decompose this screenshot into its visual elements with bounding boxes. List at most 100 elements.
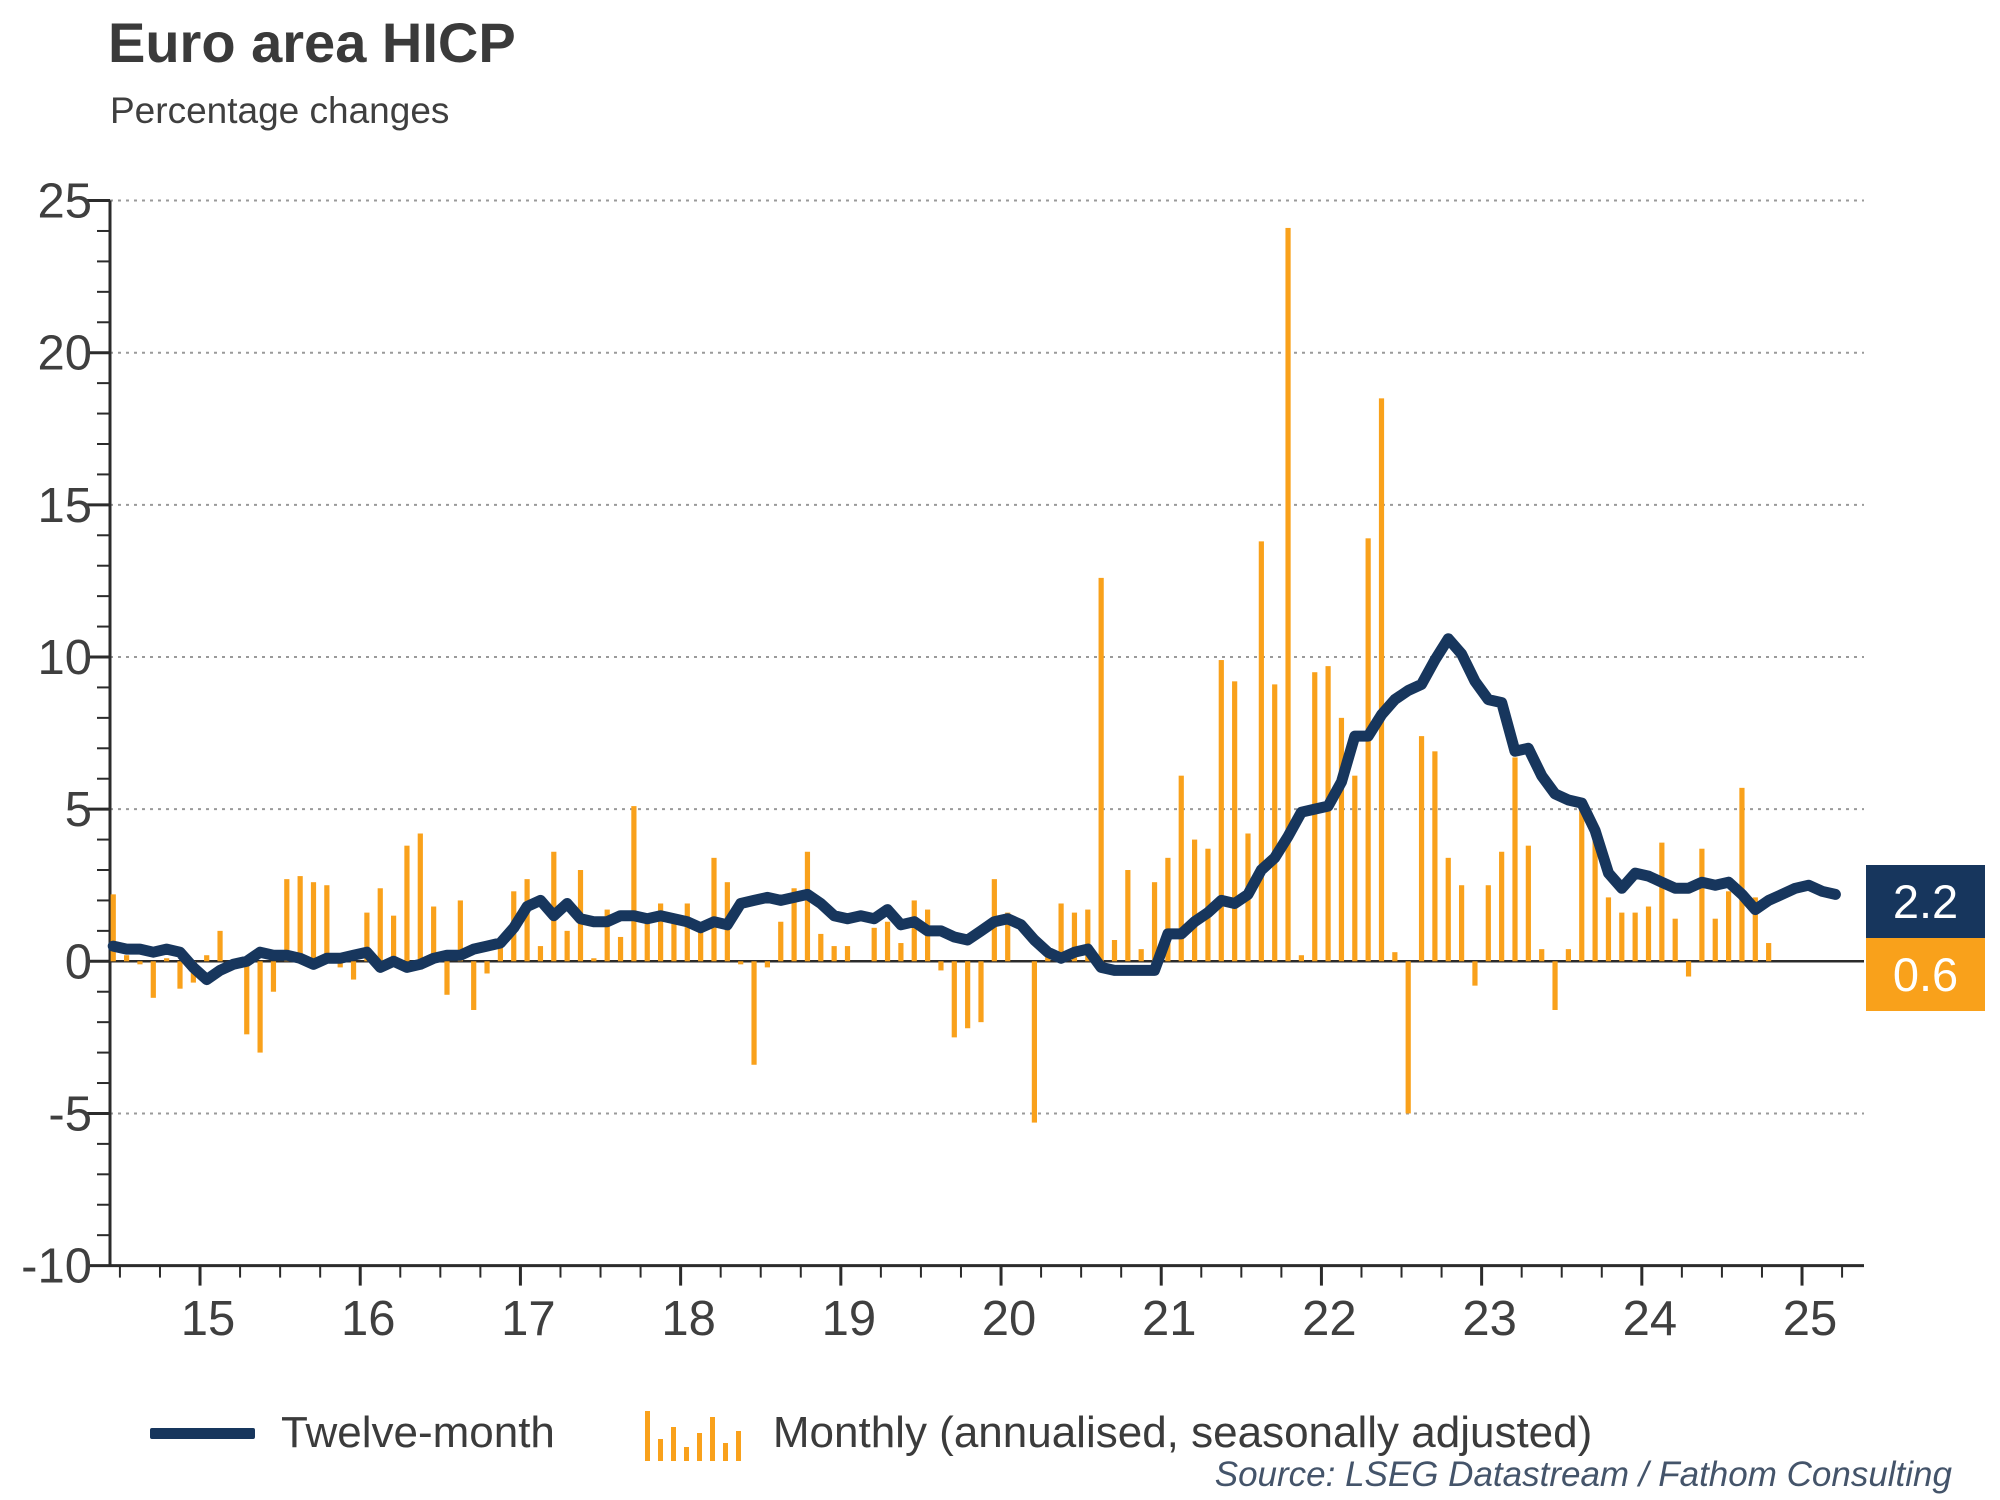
monthly-bar <box>1512 757 1518 962</box>
y-tick-label: 0 <box>65 935 92 989</box>
monthly-bar <box>844 946 851 962</box>
monthly-bar <box>1605 897 1612 962</box>
monthly-bar <box>644 921 650 962</box>
monthly-bar <box>1418 736 1425 962</box>
monthly-bar <box>1125 870 1131 962</box>
monthly-bar <box>324 885 330 962</box>
monthly-bar <box>204 955 210 962</box>
x-tick-label-18: 18 <box>661 1292 716 1346</box>
monthly-bar <box>1258 541 1264 962</box>
y-tick-label: -5 <box>48 1087 92 1141</box>
monthly-bar <box>310 882 317 962</box>
twelve-month-line <box>107 633 1841 986</box>
monthly-bar <box>1645 906 1652 962</box>
monthly-bar <box>1031 961 1037 1123</box>
monthly-bar <box>1499 851 1505 962</box>
y-tick-label: 15 <box>37 479 92 533</box>
gridlines <box>110 199 1864 1115</box>
monthly-bar <box>1218 660 1224 962</box>
monthly-bar <box>738 961 744 965</box>
monthly-bar <box>1632 912 1638 962</box>
monthly-bar <box>711 857 717 962</box>
monthly-bar <box>1392 952 1398 962</box>
monthly-bar <box>1525 845 1531 962</box>
chart-title: Euro area HICP <box>108 11 516 74</box>
y-tick-label: 10 <box>37 631 92 685</box>
y-tick-label: 25 <box>37 175 92 229</box>
twelve-month-line-icon <box>150 1427 255 1439</box>
chart-subtitle: Percentage changes <box>110 90 450 131</box>
monthly-bar <box>1232 681 1238 962</box>
monthly-bar <box>1285 227 1291 962</box>
monthly-bar <box>1098 577 1104 962</box>
monthly-bar <box>257 961 263 1053</box>
monthly-bar <box>1699 848 1705 962</box>
monthly-bar <box>1672 918 1678 962</box>
monthly-bar <box>270 961 277 992</box>
monthly-bar <box>1071 912 1078 962</box>
monthly-bar <box>364 912 370 962</box>
monthly-bar <box>684 903 690 962</box>
legend-monthly-label: Monthly (annualised, seasonally adjusted… <box>772 1408 1593 1457</box>
monthly-bar <box>457 900 463 962</box>
monthly-bar <box>1579 803 1585 962</box>
monthly-bar <box>431 906 437 962</box>
monthly-bar <box>444 961 450 995</box>
monthly-bar <box>658 903 664 962</box>
monthly-bar <box>1325 666 1331 962</box>
x-tick-label-24: 24 <box>1623 1292 1678 1346</box>
monthly-bar <box>1565 949 1571 962</box>
monthly-bar <box>617 936 624 962</box>
monthly-bar <box>137 961 143 965</box>
x-tick-label-22: 22 <box>1302 1292 1357 1346</box>
monthly-bar <box>1459 885 1465 962</box>
monthly-bar <box>1058 903 1064 962</box>
line-end-value-badge: 2.2 <box>1866 865 1985 938</box>
monthly-bar <box>391 915 397 962</box>
monthly-bar <box>497 939 503 962</box>
monthly-bar <box>1272 684 1278 962</box>
x-tick-label-19: 19 <box>822 1292 877 1346</box>
monthly-bar <box>898 943 904 962</box>
monthly-bar <box>564 930 570 962</box>
monthly-bar <box>631 806 637 962</box>
monthly-bar <box>764 961 770 968</box>
x-tick-label-16: 16 <box>341 1292 396 1346</box>
monthly-bar <box>604 909 610 962</box>
monthly-bar <box>1298 955 1304 962</box>
monthly-bar <box>124 955 130 962</box>
monthly-bar <box>404 845 410 962</box>
monthly-bar <box>818 933 824 962</box>
monthly-bar <box>484 961 490 974</box>
x-tick-label-23: 23 <box>1462 1292 1517 1346</box>
monthly-bar <box>1205 848 1211 962</box>
monthly-bar <box>1712 918 1718 962</box>
monthly-bar <box>110 894 116 962</box>
monthly-bar <box>1432 751 1438 962</box>
monthly-bar <box>978 961 984 1023</box>
monthly-bar <box>1445 857 1451 962</box>
monthly-bar <box>524 879 530 962</box>
y-tick-label: 20 <box>37 327 92 381</box>
monthly-bar <box>150 961 156 998</box>
line-end-value: 2.2 <box>1892 875 1959 928</box>
monthly-bar <box>1178 775 1184 962</box>
monthly-bar <box>1619 912 1625 962</box>
monthly-bar <box>1739 787 1745 962</box>
legend-item-twelve-month: Twelve-month <box>110 1408 555 1458</box>
monthly-bar <box>377 888 383 962</box>
monthly-bar <box>591 958 597 962</box>
monthly-bar <box>698 921 704 962</box>
monthly-bar <box>1485 885 1491 962</box>
axes <box>86 199 1864 1286</box>
monthly-bar <box>1592 827 1598 962</box>
monthly-bar <box>350 961 357 980</box>
monthly-bar <box>1085 909 1091 962</box>
monthly-bar <box>671 921 677 962</box>
monthly-bars-series <box>110 227 1772 1123</box>
monthly-bar <box>417 833 423 962</box>
chart-legend: Twelve-month Monthly (annualised, season… <box>110 1398 1810 1468</box>
monthly-bar <box>884 921 891 962</box>
monthly-bar <box>1405 961 1411 1114</box>
